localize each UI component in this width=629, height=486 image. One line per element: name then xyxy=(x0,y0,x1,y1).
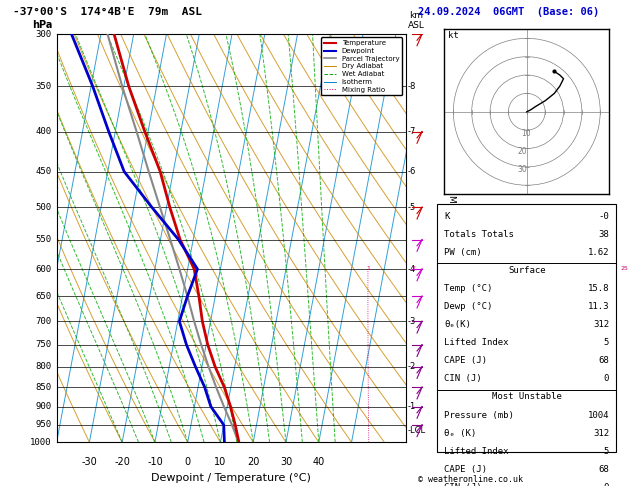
Text: 40: 40 xyxy=(313,456,325,467)
Text: -0: -0 xyxy=(599,211,610,221)
Text: 1000: 1000 xyxy=(30,438,52,447)
Text: -2: -2 xyxy=(408,362,416,371)
Text: -LCL: -LCL xyxy=(408,426,426,434)
Text: PW (cm): PW (cm) xyxy=(444,248,482,257)
Text: 15: 15 xyxy=(572,266,579,271)
Text: 750: 750 xyxy=(35,340,52,349)
Text: 10: 10 xyxy=(521,129,531,138)
Text: © weatheronline.co.uk: © weatheronline.co.uk xyxy=(418,474,523,484)
Text: 11.3: 11.3 xyxy=(587,302,610,311)
Text: CAPE (J): CAPE (J) xyxy=(444,356,487,365)
Text: 10: 10 xyxy=(535,266,543,271)
Text: 350: 350 xyxy=(35,82,52,91)
Text: km
ASL: km ASL xyxy=(408,11,425,30)
Text: Surface: Surface xyxy=(508,266,545,275)
Text: -20: -20 xyxy=(114,456,130,467)
Text: 1004: 1004 xyxy=(587,411,610,419)
Text: K: K xyxy=(444,211,450,221)
Text: 10: 10 xyxy=(214,456,226,467)
Text: kt: kt xyxy=(448,31,459,40)
Text: 38: 38 xyxy=(599,230,610,239)
Text: 20: 20 xyxy=(599,266,606,271)
Text: Dewp (°C): Dewp (°C) xyxy=(444,302,493,311)
Text: 0: 0 xyxy=(604,374,610,383)
Text: 400: 400 xyxy=(35,127,52,136)
Text: 0: 0 xyxy=(604,483,610,486)
Text: 800: 800 xyxy=(35,362,52,371)
Text: -7: -7 xyxy=(408,127,416,136)
Text: -4: -4 xyxy=(408,264,416,274)
Text: 30: 30 xyxy=(518,165,527,174)
Text: 300: 300 xyxy=(35,30,52,38)
Text: 312: 312 xyxy=(593,429,610,438)
Text: 1.62: 1.62 xyxy=(587,248,610,257)
Text: 15.8: 15.8 xyxy=(587,284,610,293)
Text: -10: -10 xyxy=(147,456,163,467)
Text: 4: 4 xyxy=(462,266,467,271)
Text: 312: 312 xyxy=(593,320,610,329)
Legend: Temperature, Dewpoint, Parcel Trajectory, Dry Adiabat, Wet Adiabat, Isotherm, Mi: Temperature, Dewpoint, Parcel Trajectory… xyxy=(321,37,402,95)
Text: hPa: hPa xyxy=(32,20,53,30)
Text: Totals Totals: Totals Totals xyxy=(444,230,514,239)
Text: -5: -5 xyxy=(408,203,416,212)
Text: 8: 8 xyxy=(518,266,522,271)
Text: 550: 550 xyxy=(35,235,52,244)
Text: 5: 5 xyxy=(604,338,610,347)
Text: θₑ (K): θₑ (K) xyxy=(444,429,477,438)
Text: -37°00'S  174°4B'E  79m  ASL: -37°00'S 174°4B'E 79m ASL xyxy=(13,7,201,17)
Text: 700: 700 xyxy=(35,317,52,326)
Text: 650: 650 xyxy=(35,292,52,301)
Text: 3: 3 xyxy=(441,266,445,271)
Text: Mixing Ratio (g/kg): Mixing Ratio (g/kg) xyxy=(447,195,455,281)
Text: CIN (J): CIN (J) xyxy=(444,483,482,486)
Text: -30: -30 xyxy=(82,456,97,467)
Text: Temp (°C): Temp (°C) xyxy=(444,284,493,293)
Text: 68: 68 xyxy=(599,356,610,365)
Text: 600: 600 xyxy=(35,264,52,274)
Text: Most Unstable: Most Unstable xyxy=(492,393,562,401)
Text: -3: -3 xyxy=(408,317,416,326)
Text: -8: -8 xyxy=(408,82,416,91)
Text: -1: -1 xyxy=(408,402,416,411)
Text: 5: 5 xyxy=(604,447,610,456)
Text: Lifted Index: Lifted Index xyxy=(444,447,509,456)
Text: Pressure (mb): Pressure (mb) xyxy=(444,411,514,419)
Text: 68: 68 xyxy=(599,465,610,474)
Text: Lifted Index: Lifted Index xyxy=(444,338,509,347)
Text: CIN (J): CIN (J) xyxy=(444,374,482,383)
Text: 500: 500 xyxy=(35,203,52,212)
Text: 450: 450 xyxy=(35,167,52,176)
Text: 24.09.2024  06GMT  (Base: 06): 24.09.2024 06GMT (Base: 06) xyxy=(418,7,599,17)
Text: θₑ(K): θₑ(K) xyxy=(444,320,471,329)
Text: 30: 30 xyxy=(280,456,292,467)
Text: CAPE (J): CAPE (J) xyxy=(444,465,487,474)
Text: 850: 850 xyxy=(35,382,52,392)
Text: 0: 0 xyxy=(185,456,191,467)
Text: 20: 20 xyxy=(247,456,259,467)
Text: 950: 950 xyxy=(35,420,52,429)
Text: -6: -6 xyxy=(408,167,416,176)
Text: 900: 900 xyxy=(35,402,52,411)
Text: 25: 25 xyxy=(620,266,628,271)
Text: 5: 5 xyxy=(480,266,484,271)
Text: 2: 2 xyxy=(412,266,416,271)
Text: 1: 1 xyxy=(366,266,370,271)
Text: Dewpoint / Temperature (°C): Dewpoint / Temperature (°C) xyxy=(151,473,311,483)
Text: 20: 20 xyxy=(518,147,527,156)
